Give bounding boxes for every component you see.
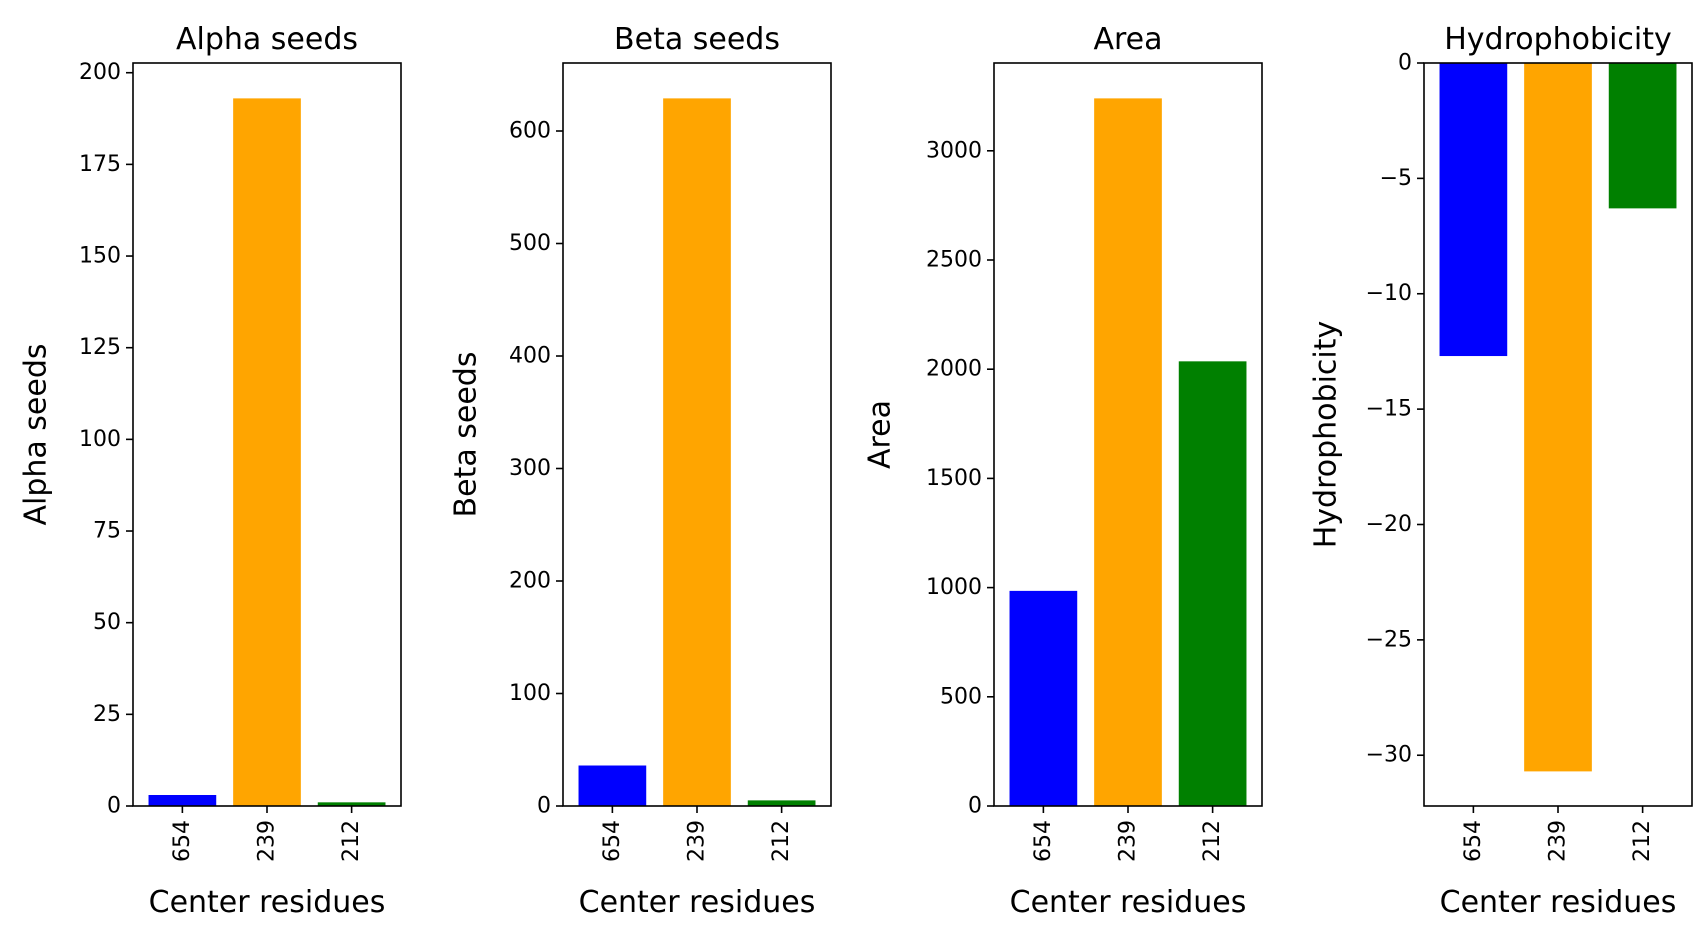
bar-212 (317, 802, 386, 806)
y-tick-label: 3000 (926, 138, 982, 163)
y-axis-label: Hydrophobicity (1309, 321, 1344, 549)
chart-title: Area (1093, 22, 1162, 57)
x-tick-label: 654 (1031, 820, 1056, 862)
chart-title: Alpha seeds (176, 22, 358, 57)
x-tick-label: 239 (1116, 820, 1141, 862)
bar-239 (1524, 63, 1592, 772)
y-tick-label: 400 (509, 344, 551, 369)
y-tick-label: 2500 (926, 247, 982, 272)
bar-212 (1178, 361, 1247, 806)
bar-212 (1608, 63, 1677, 209)
y-tick-label: 125 (79, 335, 121, 360)
x-tick-label: 654 (170, 820, 195, 862)
y-tick-label: 1000 (926, 575, 982, 600)
x-axis-label: Center residues (149, 885, 386, 920)
y-tick-label: 25 (93, 702, 121, 727)
chart-title: Hydrophobicity (1444, 22, 1672, 57)
x-axis-label: Center residues (1010, 885, 1247, 920)
y-tick-label: 150 (79, 244, 121, 269)
x-tick-label: 654 (600, 820, 625, 862)
bar-654 (1009, 590, 1078, 806)
y-tick-label: 2000 (926, 357, 982, 382)
x-tick-label: 212 (339, 820, 364, 862)
chart-panel-4: 0 −5 −10 −15 −20 −25 −30 654 239 212 Hydrophobicit… (1309, 22, 1693, 920)
axes-frame (562, 62, 832, 807)
x-tick-label: 212 (1200, 820, 1225, 862)
y-tick-label: 500 (940, 684, 982, 709)
bar-654 (1439, 63, 1508, 357)
y-tick-label: 200 (79, 60, 121, 85)
y-tick-label: 100 (79, 427, 121, 452)
y-tick-label: 100 (509, 681, 551, 706)
y-tick-label: 75 (93, 519, 121, 544)
x-axis-label: Center residues (1440, 885, 1677, 920)
y-tick-label: −25 (1366, 627, 1412, 652)
chart-panel-3: 0 500 1000 1500 2000 2500 3000 654 239 212 Area Cen… (863, 22, 1263, 920)
chart-panel-2: 0 100 200 300 400 500 600 654 239 212 Beta seeds Ce… (449, 22, 832, 920)
bar-239 (233, 98, 301, 806)
y-tick-label: 0 (968, 794, 982, 819)
x-tick-label: 212 (1630, 820, 1655, 862)
bar-212 (747, 800, 816, 806)
y-axis-label: Beta seeds (449, 352, 484, 518)
y-tick-label: −5 (1380, 166, 1412, 191)
y-tick-label: 600 (509, 119, 551, 144)
y-tick-label: 500 (509, 231, 551, 256)
y-tick-label: 175 (79, 152, 121, 177)
x-axis-label: Center residues (579, 885, 816, 920)
axes-frame (132, 62, 402, 807)
axes-frame (1423, 62, 1693, 807)
y-tick-label: 0 (107, 794, 121, 819)
x-tick-label: 239 (255, 820, 280, 862)
axes-frame (993, 62, 1263, 807)
bar-654 (578, 765, 647, 806)
x-tick-label: 239 (1546, 820, 1571, 862)
x-tick-label: 239 (685, 820, 710, 862)
y-tick-label: −10 (1366, 281, 1412, 306)
bar-654 (148, 795, 217, 806)
y-axis-label: Alpha seeds (19, 343, 54, 525)
y-tick-label: −30 (1366, 743, 1412, 768)
y-tick-label: 300 (509, 456, 551, 481)
y-tick-label: −20 (1366, 512, 1412, 537)
bar-239 (1094, 98, 1162, 806)
y-tick-label: 1500 (926, 466, 982, 491)
chart-panel-1: 0 25 50 75 100 125 150 175 200 654 239 212 Alpha see… (19, 22, 402, 920)
y-tick-label: 50 (93, 610, 121, 635)
y-tick-label: −15 (1366, 397, 1412, 422)
x-tick-label: 654 (1461, 820, 1486, 862)
y-tick-label: 0 (537, 794, 551, 819)
x-tick-label: 212 (769, 820, 794, 862)
bar-239 (663, 98, 731, 806)
y-axis-label: Area (863, 400, 898, 469)
chart-title: Beta seeds (614, 22, 780, 57)
y-tick-label: 0 (1398, 51, 1412, 76)
y-tick-label: 200 (509, 569, 551, 594)
